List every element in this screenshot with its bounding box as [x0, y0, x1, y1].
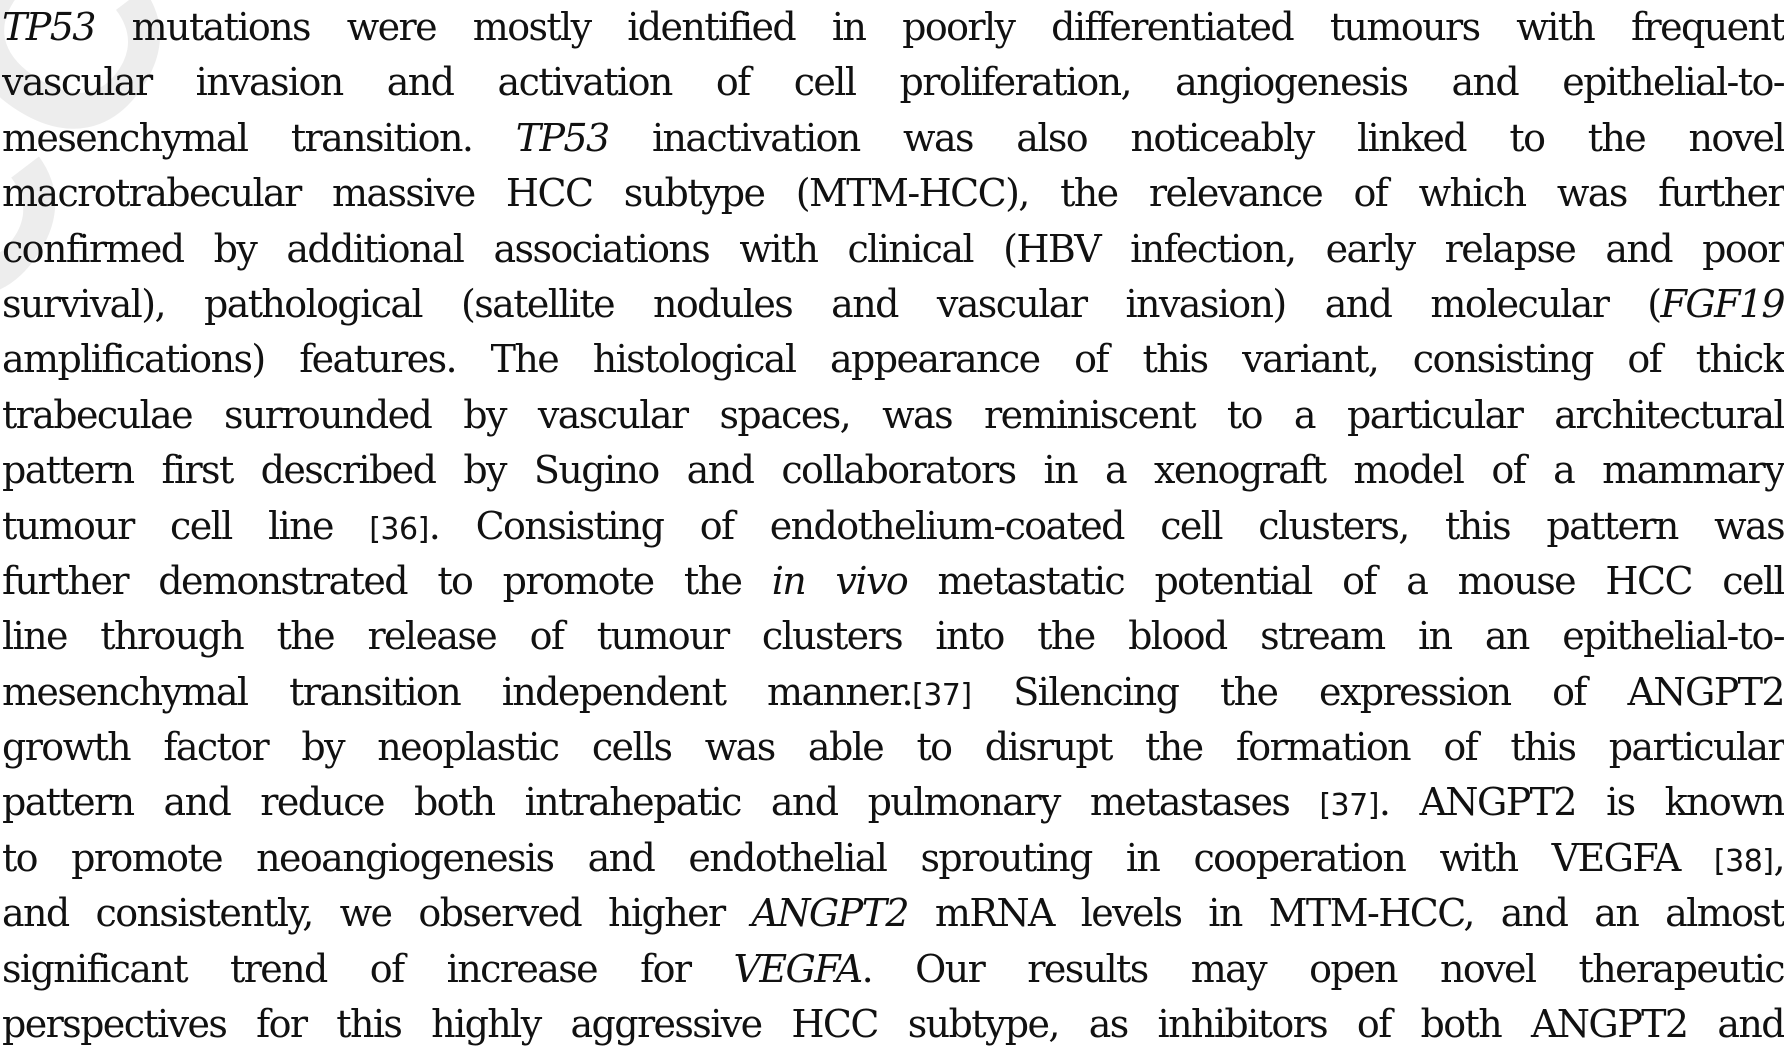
- italic-term: FGF19: [1660, 281, 1784, 326]
- text-line: to promote neoangiogenesis and endotheli…: [2, 835, 1784, 880]
- text-line: mesenchymal transition. TP53 inactivatio…: [2, 115, 1784, 160]
- text-line: amplifications) features. The histologic…: [2, 337, 1784, 382]
- text-line: confirmed by additional associations wit…: [2, 226, 1784, 271]
- text-line: TP53 mutations were mostly identified in…: [2, 5, 1784, 49]
- text-line: further demonstrated to promote the in v…: [2, 558, 1784, 603]
- text-line: vascular invasion and activation of cell…: [2, 60, 1784, 105]
- text-line: perspectives for this highly aggressive …: [2, 1002, 1784, 1047]
- italic-term: TP53: [2, 5, 96, 49]
- italic-term: in vivo: [771, 558, 909, 603]
- italic-term: VEGFA: [733, 946, 864, 991]
- text-line: pattern and reduce both intrahepatic and…: [2, 780, 1784, 825]
- text-line: tumour cell line [36]. Consisting of end…: [2, 503, 1784, 548]
- citation-reference[interactable]: [37]: [912, 677, 972, 713]
- text-line: mesenchymal transition independent manne…: [2, 669, 1784, 714]
- italic-term: ANGPT2: [751, 891, 909, 936]
- text-line: survival), pathological (satellite nodul…: [2, 281, 1784, 326]
- citation-reference[interactable]: [38]: [1713, 843, 1774, 879]
- text-line: significant trend of increase for VEGFA.…: [2, 946, 1784, 991]
- citation-reference[interactable]: [36]: [369, 511, 429, 547]
- text-line: pattern first described by Sugino and co…: [2, 448, 1784, 493]
- text-line: line through the release of tumour clust…: [2, 614, 1784, 659]
- text-line: macrotrabecular massive HCC subtype (MTM…: [2, 171, 1784, 216]
- citation-reference[interactable]: [37]: [1319, 788, 1379, 824]
- text-line: growth factor by neoplastic cells was ab…: [2, 725, 1784, 770]
- italic-term: TP53: [515, 115, 610, 160]
- text-line: and consistently, we observed higher ANG…: [2, 891, 1784, 936]
- text-line: trabeculae surrounded by vascular spaces…: [2, 392, 1784, 437]
